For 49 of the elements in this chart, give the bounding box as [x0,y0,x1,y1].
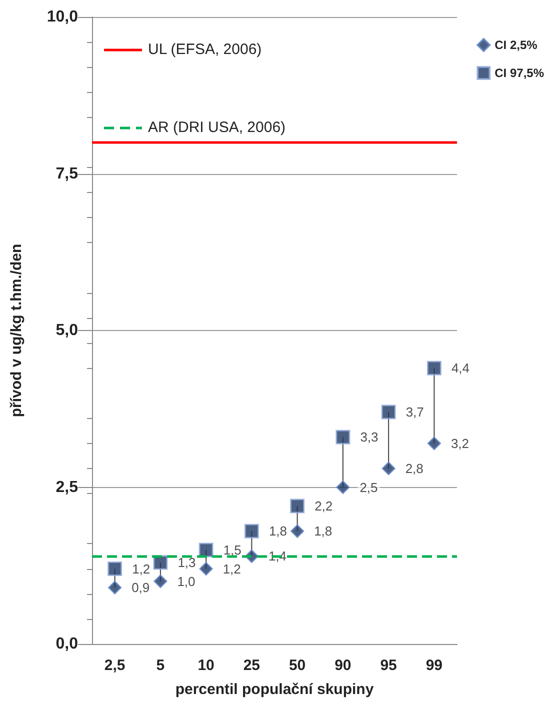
point [290,524,304,538]
point [244,524,259,538]
data-label: 4,4 [451,360,470,376]
x-tick-label: 50 [288,657,306,674]
data-label: 1,5 [223,542,242,558]
data-label: 1,2 [222,561,241,576]
x-tick-label: 2,5 [104,657,126,674]
data-label: 1,0 [177,574,196,589]
point [108,562,122,576]
y-tick-label: 0,0 [56,636,78,652]
data-label: 2,5 [360,480,378,495]
point [154,574,168,588]
point [427,436,441,450]
x-tick-label: 95 [380,657,397,674]
data-label: 3,7 [406,404,424,420]
y-tick-label: 7,5 [56,165,78,182]
y-tick-label: 2,5 [56,478,78,496]
point [198,542,214,558]
point [336,430,350,444]
data-label: 1,8 [268,524,288,539]
x-tick-label: 99 [426,657,443,674]
data-label: 1,8 [314,524,332,539]
point [382,462,396,476]
point [426,360,442,376]
point [381,404,396,420]
x-tick-label: 10 [198,657,214,674]
legend-label: CI 2,5% [494,38,538,52]
data-label: 0,9 [132,580,150,596]
legend-label: CI 97,5% [494,66,544,80]
data-label: 3,2 [450,436,470,451]
legend-label: UL (EFSA, 2006) [148,41,262,58]
x-axis-title: percentil populační skupiny [175,681,374,698]
data-label: 1,3 [178,554,196,570]
data-label: 2,8 [405,460,424,476]
data-label: 3,3 [360,430,378,445]
point [290,498,305,514]
data-label: 2,2 [314,498,333,514]
point [108,580,122,594]
legend-label: AR (DRI USA, 2006) [148,119,286,136]
y-axis-title: přívod v ug/kg t.hm./den [8,244,25,418]
point [153,555,168,570]
y-tick-label: 5,0 [56,322,78,339]
point [199,562,213,576]
point [336,480,350,494]
x-tick-label: 25 [243,657,260,674]
y-tick-label: 10,0 [46,8,78,26]
x-tick-label: 90 [334,657,352,674]
x-tick-label: 5 [156,657,165,674]
data-label: 1,2 [132,561,150,576]
